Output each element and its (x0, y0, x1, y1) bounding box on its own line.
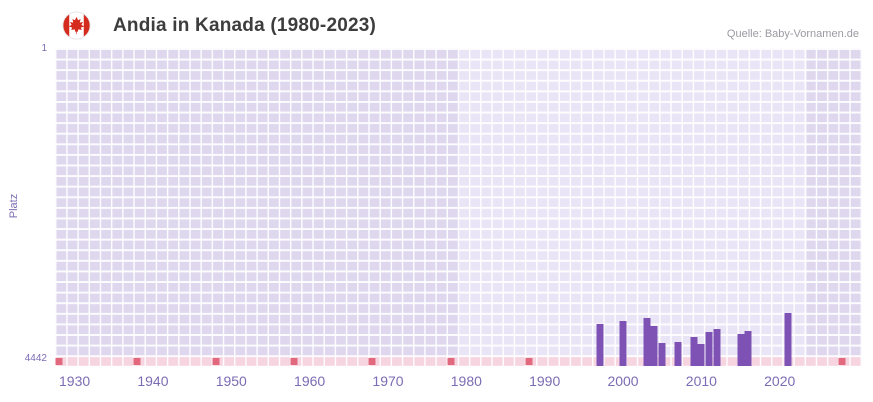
plot-area (55, 48, 862, 366)
canada-flag-svg (62, 11, 91, 40)
x-tick-label: 1940 (137, 373, 169, 389)
page-title: Andia in Kanada (1980-2023) (113, 15, 377, 36)
rank-bar[interactable] (690, 336, 698, 366)
x-tick-label: 1990 (529, 373, 561, 389)
rank-bar[interactable] (643, 317, 651, 366)
rank-bar[interactable] (713, 328, 721, 366)
x-tick-label: 2010 (685, 373, 717, 389)
x-axis-labels: 1930 1940 1950 1960 1970 1980 1990 2000 2010 2020 (55, 373, 862, 393)
rank-bar[interactable] (744, 330, 752, 366)
unranked-marker (212, 357, 220, 365)
x-tick-label: 2000 (607, 373, 639, 389)
x-tick-label: 1950 (215, 373, 247, 389)
unranked-marker (447, 357, 455, 365)
rank-bar[interactable] (674, 341, 682, 366)
y-tick-label-bottom: 4442 (24, 353, 47, 364)
x-tick-label: 1980 (450, 373, 482, 389)
unranked-marker (55, 357, 63, 365)
x-tick-label: 1960 (294, 373, 326, 389)
rank-bar[interactable] (658, 342, 666, 366)
rank-bar[interactable] (697, 344, 705, 366)
rank-bar[interactable] (705, 331, 713, 366)
rank-bar[interactable] (650, 326, 658, 366)
x-tick-label: 2020 (764, 373, 796, 389)
rank-bar[interactable] (737, 334, 745, 366)
unranked-marker (525, 357, 533, 365)
unranked-marker (290, 357, 298, 365)
unranked-marker (368, 357, 376, 365)
rank-bar[interactable] (619, 321, 627, 366)
y-axis-title: Platz (8, 193, 20, 219)
x-tick-label: 1930 (59, 373, 91, 389)
rank-bar[interactable] (596, 324, 604, 366)
unranked-marker (838, 357, 846, 365)
source-credit: Quelle: Baby-Vornamen.de (726, 28, 859, 40)
unranked-marker (133, 357, 141, 365)
canada-flag-icon (62, 11, 91, 40)
highlight-band (458, 48, 808, 366)
x-tick-label: 1970 (372, 373, 404, 389)
y-tick-label-top: 1 (41, 43, 47, 54)
rank-bar[interactable] (784, 312, 792, 366)
